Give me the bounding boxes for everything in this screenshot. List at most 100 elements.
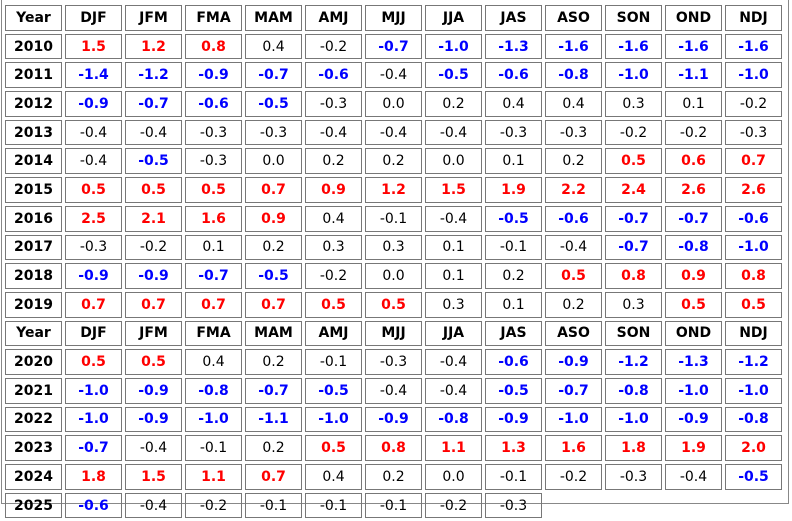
value-cell: -1.0: [605, 62, 662, 89]
value-cell: -0.9: [65, 91, 122, 117]
value-cell: 0.6: [665, 148, 722, 175]
value-cell: 0.5: [65, 177, 122, 203]
value-cell: -0.2: [305, 33, 362, 60]
value-cell: 0.0: [365, 91, 422, 117]
value-cell: -0.3: [185, 119, 242, 146]
value-cell: -0.9: [185, 62, 242, 89]
value-cell: 1.1: [425, 435, 482, 461]
table-row: 2019 0.7 0.7 0.7 0.7 0.5 0.5 0.3 0.1 0.2 0.3 0.5 0.5: [5, 291, 782, 318]
table-row: 2015 0.5 0.5 0.5 0.7 0.9 1.2 1.5 1.9 2.2 2.4 2.6 2.6: [5, 177, 782, 203]
header-row: Year DJF JFM FMA MAM AMJ MJJ JJA JAS ASO SON OND NDJ: [5, 5, 782, 31]
value-cell: 1.5: [125, 464, 182, 490]
value-cell: 2.5: [65, 205, 122, 232]
value-cell: -0.2: [605, 119, 662, 146]
value-cell: 0.7: [125, 291, 182, 318]
value-cell: 0.4: [305, 205, 362, 232]
value-cell: 2.0: [725, 435, 782, 461]
year-cell: 2017: [5, 234, 62, 261]
value-cell: -0.9: [665, 406, 722, 433]
value-cell: -1.0: [65, 377, 122, 404]
table-frame: [1, 0, 789, 504]
value-cell: -0.1: [485, 464, 542, 490]
value-cell: -1.6: [725, 33, 782, 60]
value-cell: 0.2: [245, 234, 302, 261]
table-row: 2024 1.8 1.5 1.1 0.7 0.4 0.2 0.0 -0.1 -0.2 -0.3 -0.…: [5, 464, 782, 490]
value-cell: -0.8: [425, 406, 482, 433]
year-cell: 2021: [5, 377, 62, 404]
value-cell: -0.5: [245, 263, 302, 289]
value-cell: 0.3: [605, 91, 662, 117]
value-cell: 0.5: [125, 177, 182, 203]
value-cell: -0.8: [725, 406, 782, 433]
header-ndj: NDJ: [725, 320, 782, 347]
value-cell: -0.4: [125, 119, 182, 146]
value-cell: -0.9: [545, 349, 602, 375]
value-cell: 1.3: [485, 435, 542, 461]
value-cell: -1.3: [485, 33, 542, 60]
header-ond: OND: [665, 320, 722, 347]
value-cell: -0.8: [185, 377, 242, 404]
value-cell: 0.1: [425, 234, 482, 261]
value-cell: -1.6: [605, 33, 662, 60]
value-cell: 1.2: [125, 33, 182, 60]
value-cell: -1.2: [725, 349, 782, 375]
table-row: 2012 -0.9 -0.7 -0.6 -0.5 -0.3 0.0 0.2 0.4 0.4 0.3 0…: [5, 91, 782, 117]
header-mam: MAM: [245, 5, 302, 31]
header-amj: AMJ: [305, 5, 362, 31]
table-row: 2022 -1.0 -0.9 -1.0 -1.1 -1.0 -0.9 -0.8 -0.9 -1.0…: [5, 406, 782, 433]
year-cell: 2025: [5, 492, 62, 519]
value-cell: 0.2: [245, 349, 302, 375]
value-cell: 0.8: [725, 263, 782, 289]
value-cell: 1.6: [545, 435, 602, 461]
header-djf: DJF: [65, 5, 122, 31]
value-cell: -0.4: [365, 377, 422, 404]
table-row: 2021 -1.0 -0.9 -0.8 -0.7 -0.5 -0.4 -0.4 -0.5 -0.7…: [5, 377, 782, 404]
table-row: 2014 -0.4 -0.5 -0.3 0.0 0.2 0.2 0.0 0.1 0.2 0.5 0.6…: [5, 148, 782, 175]
value-cell: -0.5: [125, 148, 182, 175]
value-cell: -0.8: [605, 377, 662, 404]
value-cell: -0.6: [185, 91, 242, 117]
value-cell: 0.7: [185, 291, 242, 318]
header-amj: AMJ: [305, 320, 362, 347]
header-year: Year: [5, 320, 62, 347]
value-cell: 0.3: [425, 291, 482, 318]
value-cell: 0.5: [65, 349, 122, 375]
value-cell: 0.0: [425, 148, 482, 175]
value-cell: -0.1: [365, 205, 422, 232]
value-cell: -0.3: [605, 464, 662, 490]
header-jfm: JFM: [125, 320, 182, 347]
header-mjj: MJJ: [365, 320, 422, 347]
header-son: SON: [605, 5, 662, 31]
value-cell: 1.5: [425, 177, 482, 203]
value-cell: -0.3: [365, 349, 422, 375]
value-cell: -0.7: [185, 263, 242, 289]
value-cell: -0.7: [665, 205, 722, 232]
year-cell: 2015: [5, 177, 62, 203]
value-cell: -0.1: [185, 435, 242, 461]
header-row: Year DJF JFM FMA MAM AMJ MJJ JJA JAS ASO SON OND NDJ: [5, 320, 782, 347]
header-jas: JAS: [485, 5, 542, 31]
value-cell: 0.4: [245, 33, 302, 60]
value-cell: -0.1: [245, 492, 302, 519]
value-cell: 1.6: [185, 205, 242, 232]
year-cell: 2022: [5, 406, 62, 433]
value-cell: -1.4: [65, 62, 122, 89]
value-cell: 2.2: [545, 177, 602, 203]
value-cell: 0.2: [425, 91, 482, 117]
value-cell: -0.9: [485, 406, 542, 433]
year-cell: 2023: [5, 435, 62, 461]
header-ond: OND: [665, 5, 722, 31]
value-cell: 0.4: [305, 464, 362, 490]
value-cell: -0.1: [305, 492, 362, 519]
value-cell: 0.5: [125, 349, 182, 375]
value-cell: 0.5: [305, 291, 362, 318]
value-cell: -0.9: [125, 406, 182, 433]
value-cell: 0.7: [65, 291, 122, 318]
value-cell: 0.0: [365, 263, 422, 289]
year-cell: 2014: [5, 148, 62, 175]
value-cell: -0.2: [125, 234, 182, 261]
value-cell: -0.1: [305, 349, 362, 375]
value-cell: -0.3: [485, 119, 542, 146]
value-cell: -0.6: [305, 62, 362, 89]
